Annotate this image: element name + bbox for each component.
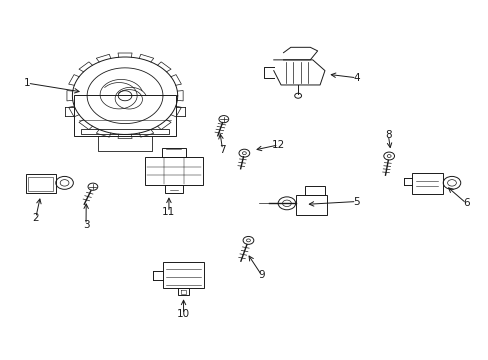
Bar — [74, 95, 176, 136]
Bar — [144, 157, 203, 185]
Bar — [411, 173, 442, 194]
Text: 5: 5 — [353, 197, 359, 207]
Text: 6: 6 — [462, 198, 468, 208]
Bar — [163, 262, 204, 288]
Bar — [25, 174, 56, 193]
Bar — [164, 185, 182, 193]
Text: 12: 12 — [271, 140, 285, 150]
Text: 8: 8 — [384, 130, 391, 140]
Text: 9: 9 — [258, 270, 264, 280]
Text: 3: 3 — [82, 220, 89, 230]
Text: 10: 10 — [177, 310, 190, 319]
Bar — [28, 177, 53, 190]
Text: 4: 4 — [353, 73, 359, 83]
Text: 11: 11 — [162, 207, 175, 217]
Text: 7: 7 — [219, 144, 225, 154]
Bar — [177, 288, 189, 295]
Bar — [161, 148, 185, 157]
Text: 2: 2 — [32, 213, 39, 222]
Text: 1: 1 — [24, 78, 31, 88]
Bar — [305, 186, 325, 195]
